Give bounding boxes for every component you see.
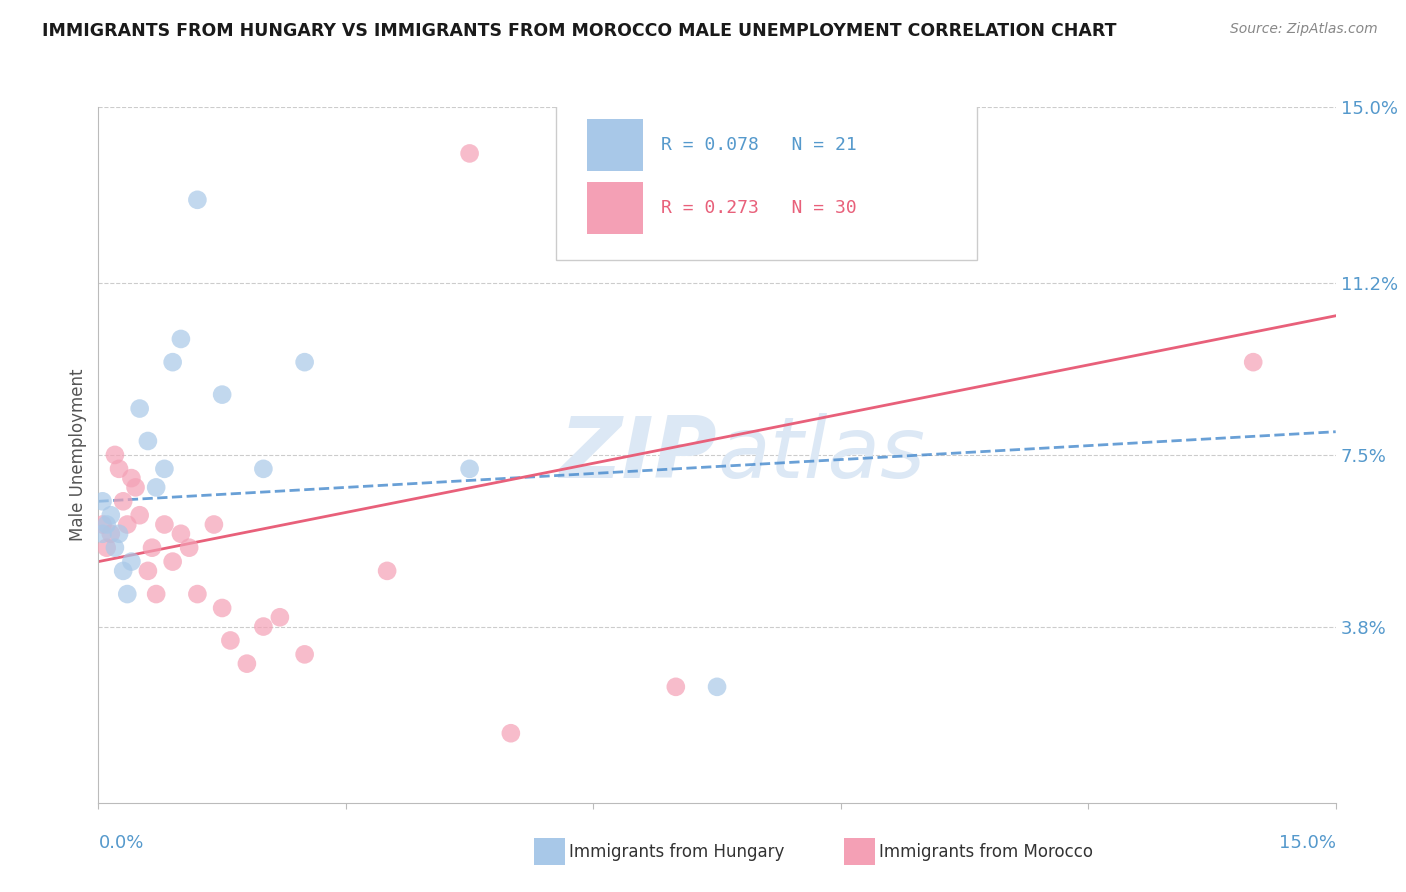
Point xyxy=(128,508,150,523)
Text: 0.0%: 0.0% xyxy=(98,834,143,852)
Point xyxy=(91,526,114,541)
Text: 15.0%: 15.0% xyxy=(1278,834,1336,852)
Point xyxy=(294,648,316,662)
Point xyxy=(136,564,159,578)
Text: R = 0.078   N = 21: R = 0.078 N = 21 xyxy=(661,136,858,154)
Point xyxy=(136,434,159,448)
Point xyxy=(294,355,316,369)
Point xyxy=(96,541,118,555)
Point xyxy=(120,555,142,569)
Point xyxy=(104,448,127,462)
Point xyxy=(170,332,193,346)
Point xyxy=(186,193,208,207)
Point xyxy=(96,517,118,532)
Point xyxy=(117,517,139,532)
Point xyxy=(499,726,522,740)
Point xyxy=(145,480,167,494)
Point xyxy=(141,541,163,555)
Point xyxy=(1241,355,1264,369)
Point xyxy=(108,462,131,476)
Point xyxy=(236,657,259,671)
Point xyxy=(186,587,208,601)
Point xyxy=(100,508,122,523)
Point xyxy=(112,564,135,578)
Text: ZIP: ZIP xyxy=(560,413,717,497)
Point xyxy=(120,471,142,485)
Point xyxy=(211,387,233,401)
Point xyxy=(219,633,242,648)
Point xyxy=(153,517,176,532)
Text: Immigrants from Morocco: Immigrants from Morocco xyxy=(879,843,1092,861)
Point xyxy=(252,462,274,476)
Y-axis label: Male Unemployment: Male Unemployment xyxy=(69,368,87,541)
Point xyxy=(375,564,398,578)
Point xyxy=(112,494,135,508)
Point xyxy=(665,680,688,694)
Point xyxy=(117,587,139,601)
Point xyxy=(458,146,481,161)
Point xyxy=(162,555,184,569)
Point xyxy=(179,541,201,555)
Text: R = 0.273   N = 30: R = 0.273 N = 30 xyxy=(661,199,858,217)
Point xyxy=(211,601,233,615)
Text: atlas: atlas xyxy=(717,413,925,497)
Text: IMMIGRANTS FROM HUNGARY VS IMMIGRANTS FROM MOROCCO MALE UNEMPLOYMENT CORRELATION: IMMIGRANTS FROM HUNGARY VS IMMIGRANTS FR… xyxy=(42,22,1116,40)
Point xyxy=(91,517,114,532)
Text: Source: ZipAtlas.com: Source: ZipAtlas.com xyxy=(1230,22,1378,37)
FancyBboxPatch shape xyxy=(557,100,977,260)
Point xyxy=(252,619,274,633)
Point xyxy=(170,526,193,541)
Point xyxy=(108,526,131,541)
Point xyxy=(145,587,167,601)
Point xyxy=(202,517,225,532)
FancyBboxPatch shape xyxy=(588,120,643,171)
Text: Immigrants from Hungary: Immigrants from Hungary xyxy=(569,843,785,861)
Point xyxy=(269,610,291,624)
Point xyxy=(104,541,127,555)
Point xyxy=(706,680,728,694)
FancyBboxPatch shape xyxy=(588,182,643,234)
Point xyxy=(162,355,184,369)
Point xyxy=(100,526,122,541)
Point xyxy=(153,462,176,476)
Point xyxy=(91,494,114,508)
Point xyxy=(128,401,150,416)
Point xyxy=(124,480,146,494)
Point xyxy=(458,462,481,476)
